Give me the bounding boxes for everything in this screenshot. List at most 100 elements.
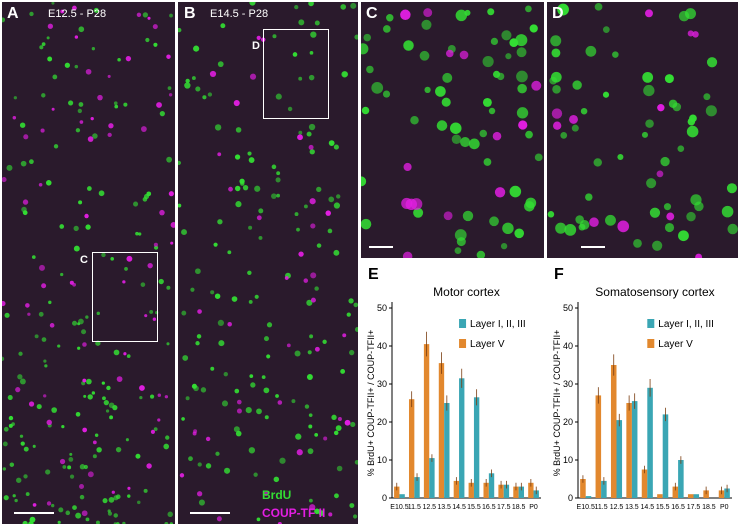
brdu-cell	[386, 14, 394, 22]
brdu-cell	[336, 194, 341, 199]
coup-cell	[147, 16, 151, 20]
brdu-cell	[249, 2, 256, 6]
brdu-cell	[726, 183, 737, 194]
brdu-cell	[547, 210, 555, 218]
brdu-cell	[75, 128, 81, 133]
brdu-cell	[77, 322, 81, 326]
brdu-cell	[479, 129, 488, 138]
coup-cell	[445, 49, 454, 58]
brdu-cell	[65, 510, 71, 516]
coup-cell	[123, 352, 127, 356]
brdu-cell	[19, 434, 24, 438]
brdu-cell	[138, 232, 142, 236]
brdu-cell	[664, 74, 674, 84]
brdu-cell	[500, 243, 508, 250]
chart-f-bar-layer123	[585, 496, 592, 498]
brdu-cell	[266, 322, 273, 328]
coup-cell	[107, 132, 112, 138]
coup-cell	[46, 501, 52, 506]
coup-cell	[108, 123, 114, 129]
brdu-cell	[74, 64, 79, 69]
brdu-cell	[435, 86, 446, 97]
brdu-cell	[350, 2, 357, 9]
brdu-cell	[516, 107, 529, 119]
coup-cell	[152, 24, 158, 30]
brdu-cell	[517, 83, 527, 94]
brdu-cell	[664, 222, 675, 233]
brdu-cell	[253, 472, 258, 477]
coup-cell	[59, 458, 66, 465]
brdu-cell	[18, 351, 23, 356]
brdu-cell	[335, 425, 342, 432]
brdu-cell	[217, 219, 223, 225]
chart-f-ytick-label: 50	[563, 303, 573, 313]
brdu-cell	[308, 74, 315, 81]
coup-cell	[159, 209, 165, 216]
brdu-cell	[77, 346, 81, 350]
coup-cell	[144, 314, 148, 318]
brdu-cell	[451, 134, 462, 144]
coup-cell	[40, 128, 45, 133]
brdu-cell	[210, 290, 215, 295]
coup-cell	[617, 220, 630, 233]
brdu-cell	[413, 207, 424, 218]
brdu-cell	[182, 355, 189, 361]
coup-cell	[150, 429, 156, 434]
brdu-cell	[181, 417, 185, 421]
panel-b-inset-box	[263, 29, 329, 119]
brdu-cell	[108, 497, 115, 503]
brdu-cell	[641, 131, 649, 138]
brdu-cell	[249, 374, 254, 378]
brdu-cell	[178, 203, 182, 208]
chart-f-bar-layer5	[703, 490, 709, 498]
coup-cell	[589, 217, 599, 227]
brdu-cell	[169, 13, 173, 18]
brdu-cell	[4, 312, 10, 318]
brdu-cell	[436, 120, 448, 131]
brdu-cell	[32, 444, 36, 448]
brdu-cell	[248, 225, 253, 230]
brdu-cell	[92, 454, 97, 459]
chart-f-ylabel: % BrdU+ COUP-TFII+ / COUP-TFII+	[552, 330, 562, 477]
chart-f-bar-layer5	[672, 486, 679, 498]
brdu-cell	[124, 267, 128, 271]
chart-e-ytick-label: 50	[377, 303, 387, 313]
brdu-cell	[22, 210, 28, 216]
brdu-cell	[348, 298, 354, 304]
brdu-cell	[361, 106, 370, 115]
coup-cell	[97, 94, 103, 101]
brdu-cell	[333, 202, 341, 209]
brdu-cell	[309, 149, 315, 155]
brdu-cell	[107, 509, 111, 513]
brdu-cell	[250, 382, 256, 388]
brdu-cell	[202, 95, 207, 100]
coup-cell	[69, 280, 74, 285]
coup-cell	[23, 134, 29, 140]
chart-e-ytick-label: 40	[377, 341, 387, 351]
brdu-cell	[468, 138, 480, 150]
coup-cell	[47, 23, 54, 29]
chart-f-bar-layer5	[718, 490, 725, 498]
brdu-cell	[106, 385, 111, 391]
brdu-cell	[13, 96, 17, 100]
brdu-cell	[275, 93, 282, 100]
brdu-cell	[85, 517, 90, 522]
brdu-cell	[113, 513, 118, 518]
brdu-cell	[41, 42, 46, 47]
coup-cell	[116, 376, 123, 382]
brdu-cell	[113, 349, 120, 356]
coup-cell	[92, 440, 97, 445]
brdu-cell	[164, 522, 169, 524]
brdu-cell	[489, 216, 499, 227]
brdu-cell	[575, 215, 584, 224]
brdu-cell	[333, 249, 340, 256]
brdu-cell	[92, 133, 98, 139]
coup-cell	[2, 300, 6, 307]
coup-cell	[297, 134, 303, 141]
brdu-cell	[23, 446, 29, 452]
chart-e-bar-layer123	[399, 494, 405, 498]
brdu-cell	[122, 521, 126, 524]
coup-cell	[323, 436, 328, 441]
brdu-cell	[85, 224, 91, 230]
brdu-cell	[686, 125, 699, 138]
